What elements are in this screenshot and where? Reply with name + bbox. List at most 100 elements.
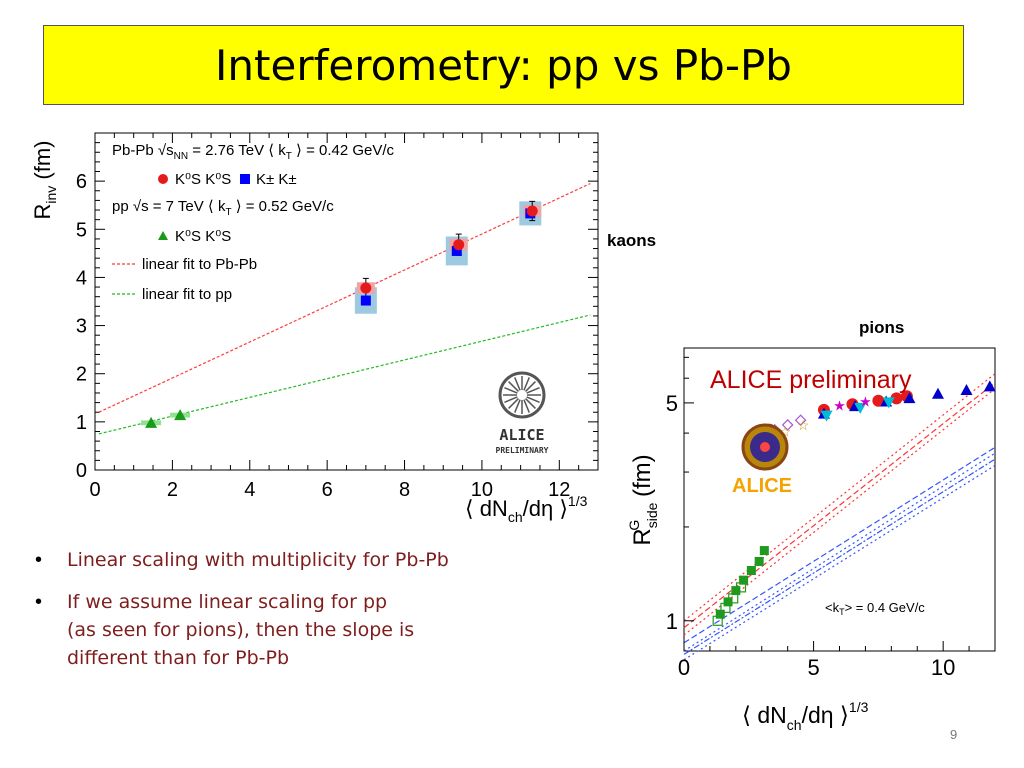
bullet-dot: • bbox=[35, 549, 43, 571]
pion-fit-line bbox=[683, 373, 996, 622]
alice-logo-spoke bbox=[526, 387, 540, 394]
pions-label: pions bbox=[859, 318, 905, 337]
alice-logo-spoke bbox=[526, 396, 540, 403]
kaon-ks-pbpb-point bbox=[360, 282, 372, 294]
legend-fit-pp-label: linear fit to pp bbox=[142, 286, 232, 303]
kaon-y-tick-label: 0 bbox=[76, 460, 87, 482]
pion-axis-ticks bbox=[683, 356, 996, 651]
alice-logo-ring bbox=[498, 371, 546, 419]
legend-ks-pp-marker bbox=[158, 231, 168, 240]
pion-x-tick-label: 0 bbox=[678, 655, 690, 680]
pion-fit-line bbox=[683, 458, 996, 655]
bullet-item: • Linear scaling with multiplicity for P… bbox=[35, 546, 625, 574]
kaon-fit-line bbox=[98, 183, 591, 413]
kaon-x-tick-label: 12 bbox=[548, 479, 570, 501]
alice-logo-spoke bbox=[514, 399, 521, 413]
kaon-ks-pp-point bbox=[174, 409, 187, 421]
kaon-y-tick-label: 2 bbox=[76, 364, 87, 386]
alice-logo-sub: PRELIMINARY bbox=[496, 446, 549, 455]
alice-logo-spoke bbox=[508, 398, 519, 409]
kaon-y-tick-label: 6 bbox=[76, 171, 87, 193]
pion-fit-line bbox=[683, 464, 996, 661]
legend-kpm-marker bbox=[240, 174, 250, 184]
pion-x-tick-label: 10 bbox=[931, 655, 955, 680]
pion-circle-point bbox=[890, 392, 903, 405]
pion-y-tick-label: 5 bbox=[666, 391, 678, 416]
pion-x-tick-labels: 0 5 10 bbox=[678, 655, 956, 680]
kaon-y-axis-label: Rinv (fm) bbox=[30, 141, 59, 220]
kaon-data-points bbox=[141, 200, 542, 428]
legend-ks-pp-label: K⁰S K⁰S bbox=[175, 228, 231, 245]
pion-open-diamond-point bbox=[781, 419, 794, 431]
kaon-ks-pp-point bbox=[145, 416, 158, 428]
pion-open-square-point bbox=[728, 593, 739, 604]
kaon-x-tick-label: 8 bbox=[399, 479, 410, 501]
pion-square-point bbox=[754, 556, 764, 566]
alice-logo-color: ALICE bbox=[732, 423, 792, 497]
kaon-y-tick-label: 4 bbox=[76, 267, 87, 289]
pion-square-point bbox=[739, 575, 749, 585]
kaon-ks-pbpb-point bbox=[453, 239, 465, 251]
bullet-dot: • bbox=[35, 591, 43, 613]
alice-logo-small: ALICE PRELIMINARY bbox=[496, 371, 549, 455]
pion-fit-line bbox=[683, 446, 996, 644]
pion-y-axis-label: RsideG (fm) bbox=[626, 454, 660, 545]
kaon-x-tick-label: 2 bbox=[167, 479, 178, 501]
legend-fit-pbpb-label: linear fit to Pb-Pb bbox=[142, 256, 257, 273]
pion-chart-title: ALICE preliminary bbox=[710, 366, 912, 394]
pion-triangle-point bbox=[960, 383, 973, 395]
pion-triangle-point bbox=[983, 380, 996, 392]
bullet-text: Linear scaling with multiplicity for Pb-… bbox=[67, 549, 449, 571]
alice-color-logo-text: ALICE bbox=[732, 475, 792, 497]
kaon-x-tick-label: 10 bbox=[471, 479, 493, 501]
bullet-text: If we assume linear scaling for pp (as s… bbox=[67, 591, 415, 669]
pion-open-square-point bbox=[712, 615, 723, 626]
alice-logo-spokes bbox=[503, 376, 541, 414]
pion-open-diamond-point bbox=[794, 414, 807, 427]
kaon-y-tick-label: 5 bbox=[76, 219, 87, 241]
pion-circle-point bbox=[872, 394, 885, 407]
legend-ks-pbpb-marker bbox=[158, 174, 168, 184]
kaon-y-tick-label: 3 bbox=[76, 316, 87, 338]
pion-open-star-point: ☆ bbox=[797, 417, 810, 433]
pion-kt-annotation: <kT> = 0.4 GeV/c bbox=[825, 600, 925, 617]
kaon-kpm-point bbox=[360, 295, 371, 306]
alice-logo-spoke bbox=[525, 381, 536, 392]
pion-fit-line bbox=[683, 452, 996, 652]
pion-x-axis-label: ⟨ dNch/dη ⟩1/3 bbox=[742, 699, 869, 733]
kaon-y-tick-label: 1 bbox=[76, 412, 87, 434]
alice-logo-spoke bbox=[504, 387, 518, 394]
pion-triangle-point bbox=[931, 387, 944, 399]
pion-star-point: ★ bbox=[833, 398, 846, 414]
kaon-x-tick-label: 4 bbox=[244, 479, 255, 501]
pion-y-tick-labels: 15 bbox=[666, 391, 678, 634]
alice-logo-name: ALICE bbox=[499, 426, 544, 444]
kaon-x-tick-label: 6 bbox=[322, 479, 333, 501]
bullet-list: • Linear scaling with multiplicity for P… bbox=[35, 546, 625, 686]
alice-logo-spoke bbox=[508, 381, 519, 392]
pion-square-point bbox=[723, 597, 733, 607]
kaon-x-tick-labels: 0 2 4 6 8 10 12 bbox=[89, 479, 570, 501]
pion-triangle-down-point bbox=[820, 410, 833, 422]
pion-open-square-point bbox=[720, 602, 731, 613]
kaon-x-axis-label: ⟨ dNch/dη ⟩1/3 bbox=[465, 493, 588, 525]
legend-kpm-label: K± K± bbox=[256, 171, 297, 188]
pion-y-tick-label: 1 bbox=[666, 609, 678, 634]
kaon-axis-ticks bbox=[94, 133, 599, 471]
pion-square-point bbox=[715, 609, 725, 619]
alice-color-logo-center bbox=[760, 442, 770, 452]
pion-open-square-point bbox=[735, 582, 747, 593]
slide-title-box: Interferometry: pp vs Pb-Pb bbox=[43, 25, 964, 105]
kaon-x-tick-label: 0 bbox=[89, 479, 100, 501]
alice-logo-spoke bbox=[525, 398, 536, 409]
alice-logo-spoke bbox=[523, 377, 530, 391]
alice-logo-spoke bbox=[514, 377, 521, 391]
kaon-fit-lines bbox=[98, 183, 591, 435]
alice-logo-spoke bbox=[523, 399, 530, 413]
legend-ks-pbpb-label: K⁰S K⁰S bbox=[175, 171, 231, 188]
pion-triangle-down-point bbox=[882, 397, 895, 409]
pion-square-point bbox=[759, 546, 769, 556]
